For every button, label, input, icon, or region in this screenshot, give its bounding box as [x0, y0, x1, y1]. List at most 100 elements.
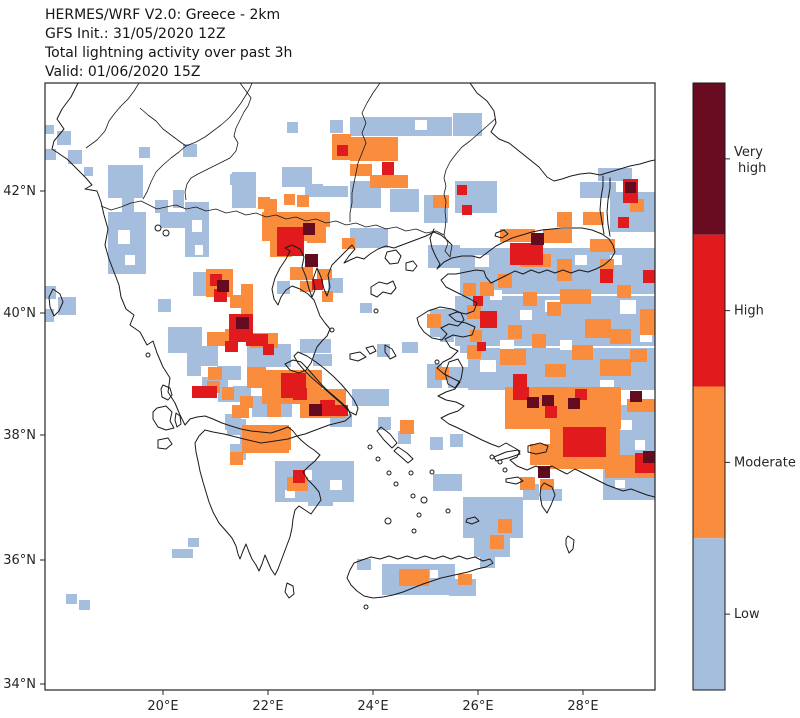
lightning-cell-l: [390, 189, 419, 212]
lightning-cell-h: [225, 341, 238, 352]
coastline-path: [465, 516, 480, 525]
lightning-cell-m: [290, 267, 313, 280]
lightning-cell-l: [433, 474, 462, 491]
lightning-cell-h: [618, 217, 629, 228]
lightning-cell-h: [575, 389, 587, 400]
lightning-cell-w: [330, 480, 342, 490]
lightning-cell-w: [620, 300, 636, 314]
coastline-path: [436, 273, 655, 498]
lightning-cell-m: [232, 405, 249, 418]
lightning-cell-v: [630, 391, 642, 402]
lightning-cell-m: [508, 325, 522, 339]
lightning-cell-v: [531, 233, 544, 245]
small-island-dot: [375, 456, 381, 462]
lightning-cells-layer: [45, 113, 655, 610]
lightning-cell-h: [337, 145, 348, 156]
coastline-path: [384, 249, 402, 265]
lightning-cell-l: [68, 150, 82, 164]
lightning-cell-l: [84, 167, 93, 176]
lightning-cell-h: [293, 470, 305, 483]
lightning-cell-l: [57, 131, 71, 145]
lightning-cell-m: [545, 364, 566, 377]
small-island-dot: [434, 359, 440, 365]
small-island-layer: [145, 224, 508, 610]
colorbar-label: Low: [734, 607, 760, 622]
lightning-cell-l: [450, 434, 463, 447]
coastline-path: [271, 231, 453, 437]
lightning-cell-l: [328, 278, 343, 293]
lightning-cell-l: [188, 538, 199, 547]
lightning-cell-m: [572, 345, 593, 360]
lightning-cell-h: [293, 388, 307, 400]
coastline-path: [405, 260, 418, 272]
lightning-cell-v: [236, 317, 249, 329]
lightning-cell-l: [160, 212, 187, 228]
colorbar-segment: [693, 538, 725, 690]
y-tick-label: 34°N: [3, 677, 36, 692]
lightning-cell-w: [610, 255, 622, 265]
coastline-path: [160, 384, 173, 401]
lightning-cell-m: [560, 289, 591, 304]
lightning-cell-w: [195, 245, 203, 255]
lightning-cell-v: [542, 395, 554, 406]
country-border-path: [85, 83, 140, 149]
lightning-cell-l: [482, 555, 495, 568]
lightning-cell-l: [232, 172, 256, 208]
lightning-cell-l: [540, 489, 562, 501]
lightning-cell-l: [402, 342, 418, 353]
x-tick-label: 20°E: [147, 699, 178, 714]
lightning-cell-m: [500, 229, 535, 242]
lightning-cell-l: [217, 366, 241, 380]
lightning-cell-m: [458, 574, 472, 585]
coastline-path: [157, 437, 173, 450]
small-island-dot: [373, 308, 379, 314]
lightning-cell-h: [214, 289, 227, 302]
small-island-dot: [420, 496, 428, 504]
country-border-path: [443, 118, 496, 258]
y-tick-label: 40°N: [3, 306, 36, 321]
x-tick-label: 28°E: [567, 699, 598, 714]
lightning-cell-h: [263, 344, 274, 355]
lightning-cell-h: [563, 427, 606, 457]
lightning-cell-h: [510, 243, 543, 265]
colorbar-label: High: [734, 304, 764, 319]
lightning-cell-l: [360, 303, 372, 313]
title-model: HERMES/WRF V2.0: Greece - 2km: [45, 7, 281, 23]
lightning-cell-h: [513, 374, 527, 388]
small-island-dot: [429, 469, 435, 475]
lightning-cell-w: [285, 490, 295, 498]
lightning-cell-m: [284, 194, 295, 205]
lightning-cell-l: [172, 549, 193, 558]
colorbar-segment: [693, 234, 725, 387]
colorbar-label: Moderate: [734, 455, 796, 470]
coastline-path: [416, 306, 465, 341]
lightning-cell-l: [173, 190, 184, 208]
lightning-cell-m: [500, 349, 526, 365]
lightning-cell-m: [463, 283, 476, 296]
coastline-path: [429, 227, 616, 284]
lightning-cell-m: [583, 212, 604, 225]
coastline-layer: [48, 83, 655, 599]
colorbar-label: Very high: [734, 145, 766, 176]
lightning-cell-m: [400, 420, 414, 434]
lightning-cell-m: [241, 284, 253, 318]
lightning-cell-w: [125, 255, 135, 265]
coastline-path: [565, 535, 575, 554]
lightning-cell-m: [498, 519, 512, 533]
lightning-cell-m: [427, 314, 441, 328]
lightning-cell-l: [300, 339, 331, 353]
lightning-cell-l: [448, 367, 469, 388]
title-init: GFS Init.: 31/05/2020 12Z: [45, 26, 226, 42]
lightning-cell-l: [287, 122, 298, 133]
coastline-path: [152, 405, 175, 431]
lightning-cell-w: [430, 570, 438, 578]
lightning-cell-m: [399, 569, 429, 586]
lightning-cell-w: [118, 230, 130, 244]
coastline-path: [284, 582, 295, 599]
lightning-cell-l: [45, 125, 54, 134]
lightning-cell-h: [600, 269, 613, 283]
lightning-cell-m: [350, 137, 398, 161]
lightning-cell-m: [470, 330, 482, 342]
lightning-cell-v: [527, 397, 539, 408]
